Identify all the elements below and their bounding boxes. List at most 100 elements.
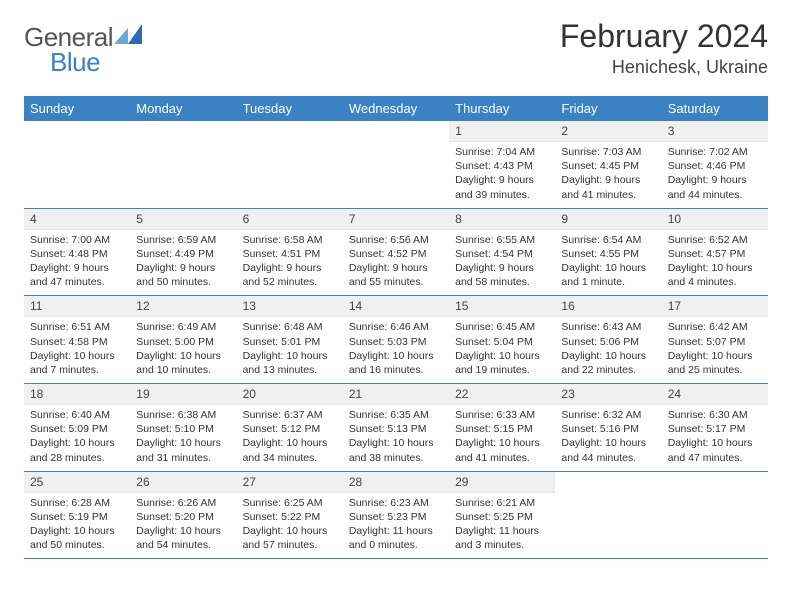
sunrise-line: Sunrise: 6:35 AM	[349, 408, 443, 422]
sunrise-line: Sunrise: 6:49 AM	[136, 320, 230, 334]
daylight-line: Daylight: 9 hours and 52 minutes.	[243, 261, 337, 289]
daylight-line: Daylight: 10 hours and 28 minutes.	[30, 436, 124, 464]
day-info: Sunrise: 7:03 AMSunset: 4:45 PMDaylight:…	[555, 142, 661, 208]
day-number: 5	[130, 209, 236, 230]
calendar-week-row: 18Sunrise: 6:40 AMSunset: 5:09 PMDayligh…	[24, 384, 768, 472]
calendar-day-cell: 5Sunrise: 6:59 AMSunset: 4:49 PMDaylight…	[130, 208, 236, 296]
day-info: Sunrise: 6:38 AMSunset: 5:10 PMDaylight:…	[130, 405, 236, 471]
col-sunday: Sunday	[24, 97, 130, 121]
day-info: Sunrise: 6:52 AMSunset: 4:57 PMDaylight:…	[662, 230, 768, 296]
daylight-line: Daylight: 9 hours and 55 minutes.	[349, 261, 443, 289]
day-number: 7	[343, 209, 449, 230]
day-number: 25	[24, 472, 130, 493]
calendar-day-cell: 6Sunrise: 6:58 AMSunset: 4:51 PMDaylight…	[237, 208, 343, 296]
day-info: Sunrise: 6:42 AMSunset: 5:07 PMDaylight:…	[662, 317, 768, 383]
sunset-line: Sunset: 4:46 PM	[668, 159, 762, 173]
sunset-line: Sunset: 5:22 PM	[243, 510, 337, 524]
sunrise-line: Sunrise: 6:48 AM	[243, 320, 337, 334]
sunrise-line: Sunrise: 6:37 AM	[243, 408, 337, 422]
day-number: 9	[555, 209, 661, 230]
sunset-line: Sunset: 4:55 PM	[561, 247, 655, 261]
day-number: 24	[662, 384, 768, 405]
day-info: Sunrise: 6:51 AMSunset: 4:58 PMDaylight:…	[24, 317, 130, 383]
day-info: Sunrise: 6:33 AMSunset: 5:15 PMDaylight:…	[449, 405, 555, 471]
calendar-day-cell: 22Sunrise: 6:33 AMSunset: 5:15 PMDayligh…	[449, 384, 555, 472]
sunrise-line: Sunrise: 6:51 AM	[30, 320, 124, 334]
day-info: Sunrise: 6:28 AMSunset: 5:19 PMDaylight:…	[24, 493, 130, 559]
sunset-line: Sunset: 4:48 PM	[30, 247, 124, 261]
col-saturday: Saturday	[662, 97, 768, 121]
day-info: Sunrise: 6:54 AMSunset: 4:55 PMDaylight:…	[555, 230, 661, 296]
sunset-line: Sunset: 5:23 PM	[349, 510, 443, 524]
sunrise-line: Sunrise: 6:28 AM	[30, 496, 124, 510]
calendar-day-cell: 23Sunrise: 6:32 AMSunset: 5:16 PMDayligh…	[555, 384, 661, 472]
calendar-week-row: 11Sunrise: 6:51 AMSunset: 4:58 PMDayligh…	[24, 296, 768, 384]
day-info: Sunrise: 7:00 AMSunset: 4:48 PMDaylight:…	[24, 230, 130, 296]
calendar-day-cell: 4Sunrise: 7:00 AMSunset: 4:48 PMDaylight…	[24, 208, 130, 296]
calendar-day-cell: 19Sunrise: 6:38 AMSunset: 5:10 PMDayligh…	[130, 384, 236, 472]
day-number: 12	[130, 296, 236, 317]
day-number: 2	[555, 121, 661, 142]
sunrise-line: Sunrise: 6:59 AM	[136, 233, 230, 247]
calendar-day-cell: 21Sunrise: 6:35 AMSunset: 5:13 PMDayligh…	[343, 384, 449, 472]
calendar-day-cell: 28Sunrise: 6:23 AMSunset: 5:23 PMDayligh…	[343, 471, 449, 559]
calendar-day-cell: 12Sunrise: 6:49 AMSunset: 5:00 PMDayligh…	[130, 296, 236, 384]
daylight-line: Daylight: 10 hours and 25 minutes.	[668, 349, 762, 377]
sunset-line: Sunset: 4:43 PM	[455, 159, 549, 173]
sunrise-line: Sunrise: 6:55 AM	[455, 233, 549, 247]
day-info: Sunrise: 7:02 AMSunset: 4:46 PMDaylight:…	[662, 142, 768, 208]
sunrise-line: Sunrise: 6:52 AM	[668, 233, 762, 247]
calendar-day-cell: 15Sunrise: 6:45 AMSunset: 5:04 PMDayligh…	[449, 296, 555, 384]
sunset-line: Sunset: 5:03 PM	[349, 335, 443, 349]
sunset-line: Sunset: 5:17 PM	[668, 422, 762, 436]
sunset-line: Sunset: 5:04 PM	[455, 335, 549, 349]
title-block: February 2024 Henichesk, Ukraine	[560, 18, 768, 78]
sunrise-line: Sunrise: 6:58 AM	[243, 233, 337, 247]
day-number: 18	[24, 384, 130, 405]
day-info: Sunrise: 6:48 AMSunset: 5:01 PMDaylight:…	[237, 317, 343, 383]
day-number: 1	[449, 121, 555, 142]
sunrise-line: Sunrise: 7:00 AM	[30, 233, 124, 247]
sunset-line: Sunset: 4:45 PM	[561, 159, 655, 173]
daylight-line: Daylight: 10 hours and 47 minutes.	[668, 436, 762, 464]
sunrise-line: Sunrise: 6:56 AM	[349, 233, 443, 247]
calendar-day-cell: 26Sunrise: 6:26 AMSunset: 5:20 PMDayligh…	[130, 471, 236, 559]
sunrise-line: Sunrise: 6:54 AM	[561, 233, 655, 247]
calendar-day-cell: ..	[237, 121, 343, 209]
day-number: 21	[343, 384, 449, 405]
col-tuesday: Tuesday	[237, 97, 343, 121]
day-number: 6	[237, 209, 343, 230]
calendar-day-cell: 20Sunrise: 6:37 AMSunset: 5:12 PMDayligh…	[237, 384, 343, 472]
daylight-line: Daylight: 10 hours and 44 minutes.	[561, 436, 655, 464]
sunrise-line: Sunrise: 6:32 AM	[561, 408, 655, 422]
day-info: Sunrise: 6:58 AMSunset: 4:51 PMDaylight:…	[237, 230, 343, 296]
daylight-line: Daylight: 10 hours and 16 minutes.	[349, 349, 443, 377]
daylight-line: Daylight: 9 hours and 58 minutes.	[455, 261, 549, 289]
calendar-day-cell: 3Sunrise: 7:02 AMSunset: 4:46 PMDaylight…	[662, 121, 768, 209]
sunrise-line: Sunrise: 6:26 AM	[136, 496, 230, 510]
calendar-day-cell: 9Sunrise: 6:54 AMSunset: 4:55 PMDaylight…	[555, 208, 661, 296]
daylight-line: Daylight: 10 hours and 57 minutes.	[243, 524, 337, 552]
sunrise-line: Sunrise: 6:23 AM	[349, 496, 443, 510]
daylight-line: Daylight: 10 hours and 13 minutes.	[243, 349, 337, 377]
calendar-day-cell: 24Sunrise: 6:30 AMSunset: 5:17 PMDayligh…	[662, 384, 768, 472]
col-wednesday: Wednesday	[343, 97, 449, 121]
daylight-line: Daylight: 10 hours and 4 minutes.	[668, 261, 762, 289]
day-info: Sunrise: 6:59 AMSunset: 4:49 PMDaylight:…	[130, 230, 236, 296]
col-friday: Friday	[555, 97, 661, 121]
day-info: Sunrise: 6:40 AMSunset: 5:09 PMDaylight:…	[24, 405, 130, 471]
col-thursday: Thursday	[449, 97, 555, 121]
calendar-page: General Blue February 2024 Henichesk, Uk…	[0, 0, 792, 579]
day-info: Sunrise: 6:23 AMSunset: 5:23 PMDaylight:…	[343, 493, 449, 559]
day-info: Sunrise: 6:55 AMSunset: 4:54 PMDaylight:…	[449, 230, 555, 296]
page-header: General Blue February 2024 Henichesk, Uk…	[24, 18, 768, 84]
daylight-line: Daylight: 10 hours and 1 minute.	[561, 261, 655, 289]
daylight-line: Daylight: 10 hours and 50 minutes.	[30, 524, 124, 552]
day-number: 19	[130, 384, 236, 405]
sunrise-line: Sunrise: 6:40 AM	[30, 408, 124, 422]
calendar-day-cell: 13Sunrise: 6:48 AMSunset: 5:01 PMDayligh…	[237, 296, 343, 384]
calendar-day-cell: 17Sunrise: 6:42 AMSunset: 5:07 PMDayligh…	[662, 296, 768, 384]
sunrise-line: Sunrise: 7:02 AM	[668, 145, 762, 159]
day-info: Sunrise: 7:04 AMSunset: 4:43 PMDaylight:…	[449, 142, 555, 208]
sunset-line: Sunset: 5:06 PM	[561, 335, 655, 349]
